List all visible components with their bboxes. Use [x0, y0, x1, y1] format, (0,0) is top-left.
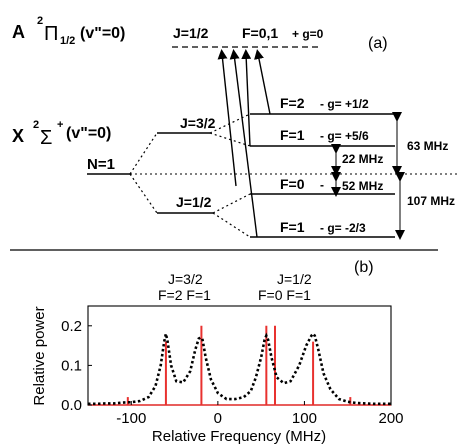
arrow-from-f1-upper — [241, 49, 252, 147]
splitting-markers: 63 MHz 22 MHz 52 MHz 107 MHz — [331, 112, 455, 240]
connector-j12-f0 — [212, 193, 251, 214]
j32-label: J=3/2 — [180, 115, 216, 131]
ground-state-sup: 2 — [33, 119, 39, 131]
arrow-from-f1-lower — [229, 49, 258, 238]
excited-state-j: J=1/2 — [173, 25, 209, 41]
spectrum-plot: (b) J=3/2 F=2 F=1 J=1/2 F=0 F=1 -100 0 100… — [31, 259, 404, 445]
upper-gap-label: 22 MHz — [342, 152, 383, 166]
excited-state-f: F=0,1 — [242, 25, 278, 41]
connector-n-to-j12 — [129, 173, 158, 214]
ground-state-sigma: Σ — [40, 127, 52, 149]
dotted-spectrum-line — [88, 331, 391, 406]
n-label: N=1 — [87, 156, 115, 173]
x-axis-label: Relative Frequency (MHz) — [152, 428, 326, 445]
connector-j32-f2 — [209, 113, 251, 134]
lower-gap-label: 52 MHz — [342, 179, 383, 193]
connector-j32-f1 — [209, 132, 251, 147]
level-f0-g: - — [320, 178, 324, 192]
arrow-from-f0 — [217, 49, 237, 187]
excited-state-letter: A — [12, 22, 25, 42]
energy-level-diagram: (a) A 2 Π 1/2 (v"=0) J=1/2 F=0,1 + g=0 X… — [10, 15, 460, 251]
y-tick-label: 0.1 — [61, 357, 82, 374]
excited-state-sup: 2 — [37, 15, 43, 27]
excited-state-label: A 2 Π 1/2 (v"=0) J=1/2 F=0,1 + g=0 — [12, 15, 324, 47]
ground-state-vib: (v"=0) — [66, 125, 111, 142]
ground-state-letter: X — [12, 126, 24, 146]
level-f1-upper-label: F=1 — [280, 127, 305, 143]
plot-marks — [88, 325, 391, 406]
transition-arrows — [217, 49, 271, 238]
level-f2-label: F=2 — [280, 95, 305, 111]
connector-n-to-j32 — [129, 132, 158, 175]
excited-state-sub: 1/2 — [60, 35, 75, 47]
x-tick-label: -100 — [116, 410, 146, 427]
y-tick-label: 0.0 — [61, 397, 82, 414]
panel-a-label: (a) — [368, 35, 388, 52]
top-label-j32: J=3/2 — [168, 271, 203, 287]
ground-state-label: X 2 Σ + (v"=0) N=1 — [12, 119, 115, 173]
level-f0-label: F=0 — [280, 176, 305, 192]
lower-total-label: 107 MHz — [407, 194, 455, 208]
level-f1-upper-g: - g= +5/6 — [320, 129, 369, 143]
x-tick-label: 200 — [378, 410, 403, 427]
x-tick-label: 0 — [214, 410, 222, 427]
level-f1-lower-label: F=1 — [280, 219, 305, 235]
axis-ticks: -100 0 100 200 0.0 0.1 0.2 — [61, 318, 403, 427]
excited-state-g: + g=0 — [292, 27, 324, 41]
level-f1-lower-g: - g= -2/3 — [320, 221, 366, 235]
y-axis-label: Relative power — [31, 306, 48, 405]
top-label-f-j12: F=0 F=1 — [258, 287, 311, 303]
upper-total-label: 63 MHz — [407, 139, 448, 153]
connector-j12-f1 — [212, 212, 251, 238]
y-tick-label: 0.2 — [61, 318, 82, 335]
j12-label: J=1/2 — [176, 194, 212, 210]
top-label-f-j32: F=2 F=1 — [158, 287, 211, 303]
ground-state-plus: + — [57, 119, 63, 131]
x-tick-label: 100 — [292, 410, 317, 427]
level-f2-g: - g= +1/2 — [320, 97, 369, 111]
arrow-from-f2 — [254, 49, 271, 115]
plot-frame — [87, 305, 392, 406]
panel-b-label: (b) — [354, 259, 374, 276]
excited-state-vib: (v"=0) — [80, 25, 125, 42]
top-label-j12: J=1/2 — [277, 271, 312, 287]
excited-state-pi: Π — [44, 23, 58, 45]
